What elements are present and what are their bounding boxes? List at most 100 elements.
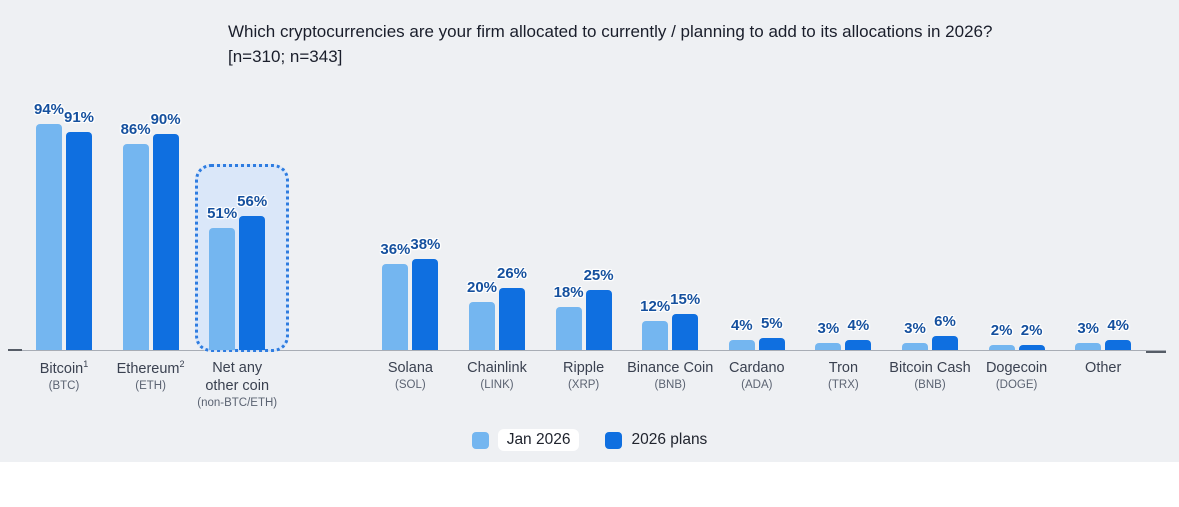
- x-axis-right-tick: [1146, 351, 1166, 353]
- value-label: 6%: [934, 312, 956, 330]
- legend-label-2026-plans: 2026 plans: [631, 431, 708, 448]
- category-ticker: (LINK): [480, 379, 514, 392]
- legend-swatch-jan-2026-icon: [471, 431, 489, 449]
- category-name: Cardano: [728, 360, 785, 376]
- bar-other-jan-2026: [1075, 342, 1102, 350]
- value-label: 94%: [33, 101, 65, 119]
- category-name: Solana: [387, 360, 433, 376]
- category-label: Net any other coin (non-BTC/ETH): [195, 359, 279, 409]
- bar-ripple-jan-2026: [555, 306, 582, 350]
- category-label: Chainlink (LINK): [432, 359, 562, 391]
- bar-ethereum-2026-plans: [152, 134, 179, 350]
- category-ticker: (BNB): [654, 379, 686, 392]
- category-name: Bitcoin1: [39, 359, 89, 377]
- bar-bitcoin-2026-plans: [66, 131, 92, 350]
- value-label: 86%: [120, 120, 151, 138]
- category-name: Bitcoin Cash: [889, 360, 971, 376]
- chart-background: Which cryptocurrencies are your firm all…: [0, 0, 1179, 462]
- category-label: Tron (TRX): [778, 359, 908, 391]
- category-name: Tron: [828, 360, 859, 376]
- category-ticker: (BTC): [48, 379, 80, 392]
- value-label: 3%: [904, 319, 926, 337]
- category-name: Ripple: [563, 360, 605, 376]
- value-label: 36%: [380, 240, 411, 258]
- value-label: 20%: [466, 279, 498, 296]
- category-ticker: (SOL): [395, 379, 426, 392]
- bar-cardano-2026-plans: [758, 338, 785, 350]
- bar-other-2026-plans: [1105, 340, 1132, 350]
- category-label: Bitcoin Cash (BNB): [865, 359, 995, 391]
- legend-swatch-2026-plans-icon: [605, 431, 623, 449]
- value-label: 91%: [63, 108, 95, 126]
- bar-dogecoin-jan-2026: [988, 345, 1015, 350]
- category-label: Solana (SOL): [345, 359, 475, 391]
- value-label: 3%: [1077, 319, 1100, 337]
- category-name: Chainlink: [467, 360, 527, 376]
- value-label: 5%: [760, 315, 783, 332]
- bar-dogecoin-2026-plans: [1018, 345, 1045, 350]
- category-label: Ripple (XRP): [519, 359, 649, 391]
- category-label: Other: [1038, 359, 1168, 377]
- value-label: 90%: [150, 111, 181, 128]
- value-label: 18%: [553, 283, 584, 301]
- value-label: 2%: [1020, 322, 1043, 340]
- value-label: 12%: [640, 298, 671, 316]
- plot-area: 94% 91% Bitcoin1 (BTC) 86% 90% Ethereum2 (ETH) 5…: [0, 101, 1168, 409]
- category-ticker: (TRX): [828, 379, 859, 392]
- bar-solana-jan-2026: [382, 263, 409, 350]
- bar-net-any-other-coin-jan-2026: [209, 227, 236, 350]
- bar-chainlink-2026-plans: [499, 287, 525, 350]
- value-label: 3%: [817, 319, 840, 337]
- category-label: Cardano (ADA): [692, 359, 822, 391]
- bar-binance-coin-2026-plans: [672, 314, 699, 350]
- chart-title: Which cryptocurrencies are your firm all…: [228, 20, 1008, 69]
- value-label: 4%: [847, 317, 870, 335]
- category-ticker: (XRP): [567, 379, 600, 392]
- value-label: 26%: [496, 264, 528, 282]
- bar-tron-2026-plans: [845, 340, 872, 350]
- value-label: 56%: [237, 192, 268, 210]
- value-label: 25%: [583, 267, 614, 284]
- bar-ripple-2026-plans: [585, 290, 612, 350]
- bar-solana-2026-plans: [412, 258, 439, 350]
- bar-ethereum-jan-2026: [122, 143, 149, 350]
- chart-title-line2: [n=310; n=343]: [228, 46, 343, 66]
- category-label: Dogecoin (DOGE): [952, 359, 1082, 391]
- bar-bitcoin-cash-jan-2026: [902, 342, 928, 350]
- category-label: Bitcoin1 (BTC): [0, 359, 129, 392]
- legend-item-jan-2026: Jan 2026: [471, 429, 580, 451]
- category-ticker: (ETH): [135, 379, 166, 392]
- bar-cardano-jan-2026: [728, 340, 755, 350]
- chart-title-line1: Which cryptocurrencies are your firm all…: [228, 22, 993, 41]
- category-ticker: (DOGE): [995, 379, 1038, 392]
- bar-tron-jan-2026: [815, 342, 842, 350]
- category-ticker: (BNB): [914, 379, 946, 392]
- value-label: 51%: [207, 204, 238, 222]
- category-name: Dogecoin: [985, 360, 1048, 376]
- legend-label-jan-2026: Jan 2026: [497, 429, 580, 451]
- x-axis-line: [8, 350, 1166, 351]
- bar-binance-coin-jan-2026: [642, 321, 669, 350]
- category-ticker: (non-BTC/ETH): [197, 397, 278, 410]
- category-name: Binance Coin: [627, 360, 714, 376]
- bar-bitcoin-cash-2026-plans: [932, 335, 958, 350]
- category-name: Ethereum2: [116, 359, 185, 377]
- footer: Allocation perspectives Source: Coinbase…: [0, 462, 1179, 507]
- value-label: 2%: [990, 322, 1013, 340]
- value-label: 15%: [670, 291, 701, 308]
- legend-item-2026-plans: 2026 plans: [605, 431, 707, 449]
- x-axis-left-tick: [8, 349, 22, 351]
- category-ticker: (ADA): [741, 379, 773, 392]
- value-label: 4%: [1107, 317, 1130, 335]
- category-name: Net any other coin: [205, 360, 270, 395]
- category-label: Binance Coin (BNB): [605, 359, 735, 391]
- category-label: Ethereum2 (ETH): [86, 359, 216, 392]
- bar-net-any-other-coin-2026-plans: [239, 215, 266, 350]
- value-label: 4%: [730, 317, 753, 335]
- category-name: Other: [1085, 360, 1122, 376]
- legend: Jan 2026 2026 plans: [0, 429, 1179, 451]
- bar-chainlink-jan-2026: [469, 302, 495, 350]
- value-label: 38%: [410, 235, 441, 253]
- bar-bitcoin-jan-2026: [36, 124, 62, 350]
